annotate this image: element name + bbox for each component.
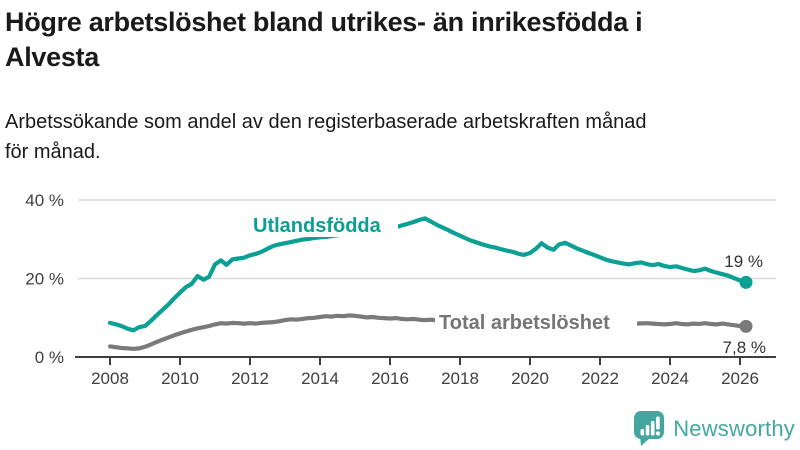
page-title-line1: Högre arbetslöshet bland utrikes- än inr…: [5, 7, 643, 37]
page-title-line2: Alvesta: [5, 42, 99, 72]
x-tick-label: 2018: [441, 369, 479, 388]
end-dot-utlandsfodda: [739, 275, 753, 289]
end-value-total: 7,8 %: [723, 338, 766, 357]
chart-subtitle: Arbetssökande som andel av den registerb…: [5, 107, 647, 167]
x-tick-label: 2024: [651, 369, 689, 388]
end-dot-total: [739, 319, 753, 333]
newsworthy-logo-text: Newsworthy: [673, 415, 795, 441]
series-label-total-arbetsloshet: Total arbetslöshet: [439, 312, 610, 334]
y-tick-label: 20 %: [25, 270, 64, 289]
chart-subtitle-line1: Arbetssökande som andel av den registerb…: [5, 111, 647, 133]
x-tick-label: 2012: [231, 369, 269, 388]
x-tick-label: 2020: [511, 369, 549, 388]
line-utlandsfodda: [107, 216, 749, 333]
page-title: Högre arbetslöshet bland utrikes- än inr…: [5, 5, 643, 75]
y-tick-label: 40 %: [25, 191, 64, 210]
series-label-utlandsfodda: Utlandsfödda: [253, 215, 382, 237]
x-axis-ticks: 2008 2010 2012 2014 2016 2018 2020 2022 2024 2026: [91, 357, 759, 388]
bar-chart-icon: [640, 416, 661, 436]
line-total-arbetsloshet: [107, 313, 749, 351]
chart-subtitle-line2: för månad.: [5, 141, 101, 163]
newsworthy-logo-icon: [634, 411, 665, 446]
x-tick-label: 2016: [371, 369, 409, 388]
utlandsfodda-label-background: [250, 214, 398, 237]
x-tick-label: 2022: [581, 369, 619, 388]
x-tick-label: 2014: [301, 369, 339, 388]
end-value-utlandsfodda: 19 %: [724, 252, 763, 271]
y-tick-label: 0 %: [35, 348, 64, 367]
x-tick-label: 2008: [91, 369, 129, 388]
x-tick-label: 2026: [721, 369, 759, 388]
x-tick-label: 2010: [161, 369, 199, 388]
newsworthy-logo: Newsworthy: [633, 410, 795, 447]
y-axis-labels: 0 % 20 % 40 %: [25, 191, 64, 367]
total-label-background: [435, 311, 637, 334]
